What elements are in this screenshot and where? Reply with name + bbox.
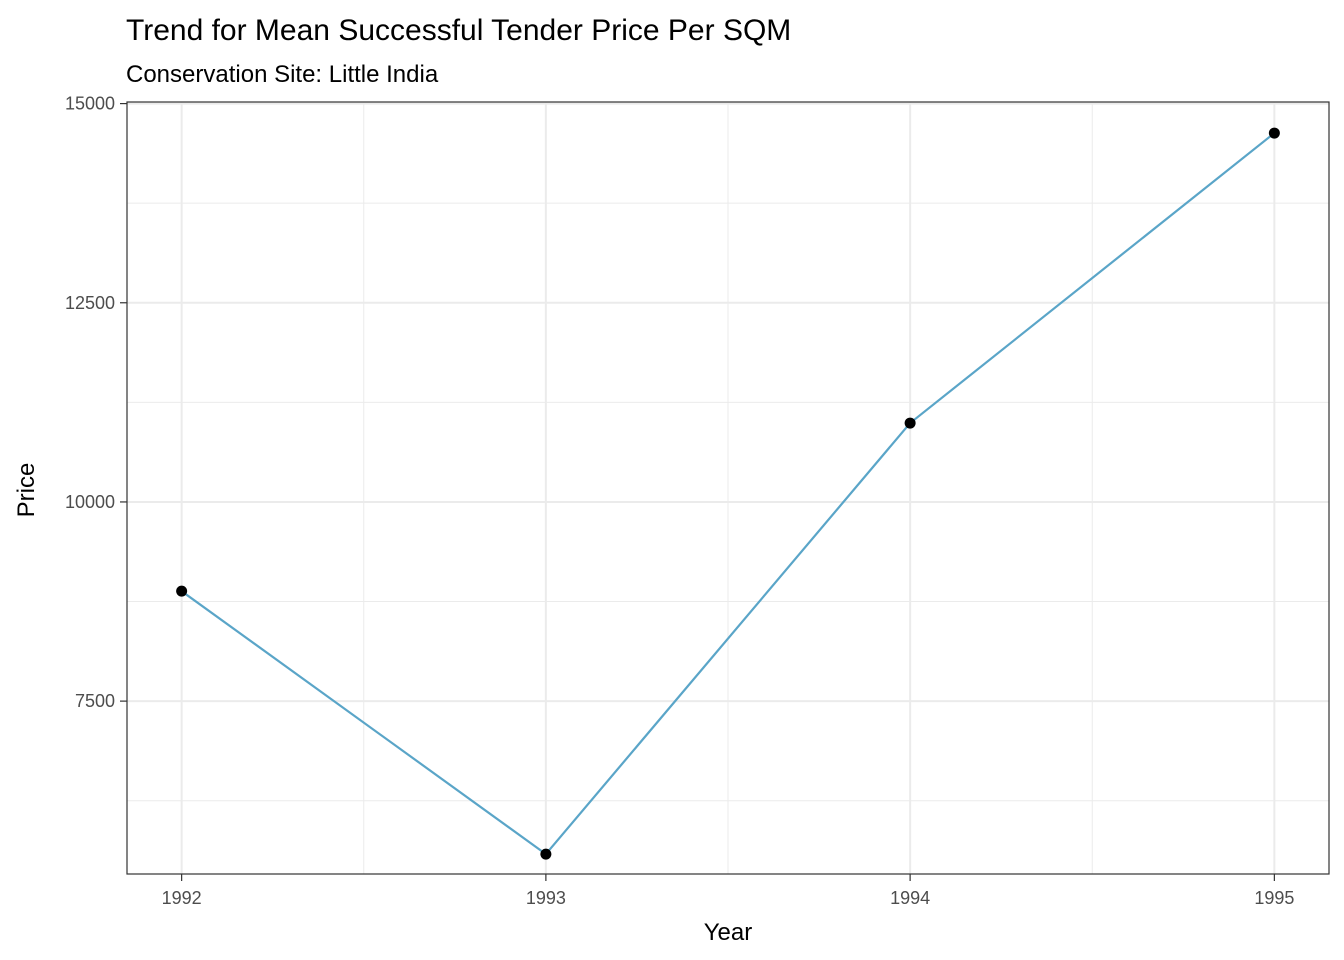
- major-grid: [127, 102, 1329, 874]
- series-line-0: [180, 132, 1276, 856]
- tick-labels: 1992 1993 1994 1995 7500 10000 12500 15000: [65, 94, 1294, 908]
- panel-border: [126, 101, 1330, 875]
- y-tick-label: 15000: [65, 94, 115, 114]
- chart-title: Trend for Mean Successful Tender Price P…: [126, 14, 791, 47]
- x-axis-title: Year: [704, 919, 753, 946]
- y-tick-label: 12500: [65, 293, 115, 313]
- series-layer: [176, 127, 1280, 860]
- y-tick-label: 10000: [65, 492, 115, 512]
- y-tick-label: 7500: [75, 691, 115, 711]
- x-tick-label: 1993: [526, 888, 566, 908]
- data-point-1992: [176, 585, 188, 597]
- chart-subtitle: Conservation Site: Little India: [126, 61, 439, 88]
- axis-ticks: [120, 102, 1275, 881]
- minor-grid: [127, 102, 1329, 874]
- x-tick-label: 1992: [162, 888, 202, 908]
- x-tick-label: 1994: [890, 888, 930, 908]
- data-point-1994: [904, 417, 916, 429]
- x-tick-label: 1995: [1254, 888, 1294, 908]
- data-point-1995: [1268, 127, 1280, 139]
- y-axis-title: Price: [13, 463, 40, 518]
- data-point-1993: [540, 848, 552, 860]
